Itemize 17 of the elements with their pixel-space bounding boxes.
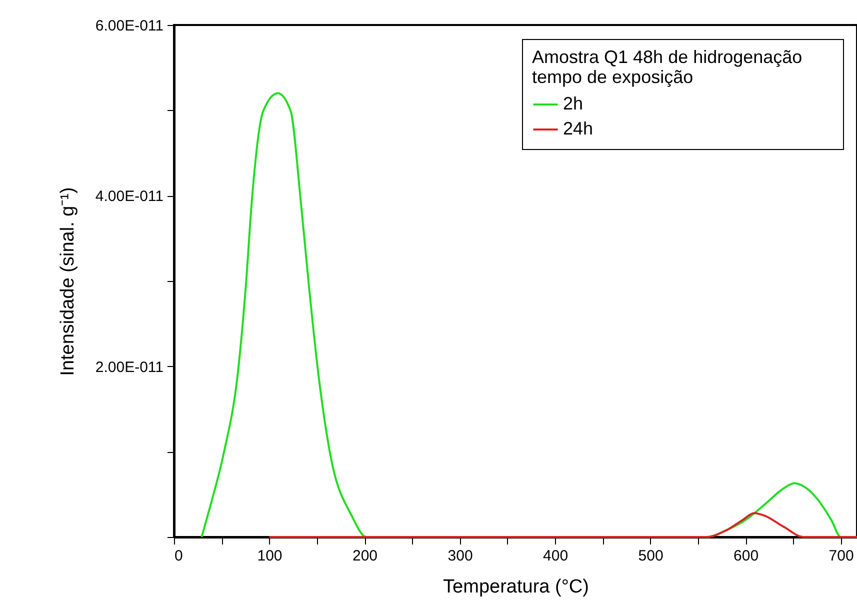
y-tick-label: 2.00E-011 [95,358,164,376]
x-tick-label: 100 [257,548,282,564]
legend-label: 24h [563,118,594,138]
y-axis-title: Intensidade (sinal. g⁻¹) [57,187,78,376]
legend-label: 2h [563,94,584,114]
y-tick-label: 6.00E-011 [95,18,164,34]
x-tick-label: 600 [734,548,759,564]
x-tick-label: 500 [638,548,664,564]
x-tick-label: 0 [174,548,183,564]
x-tick-label: 200 [352,548,378,564]
x-tick-label: 700 [828,548,854,564]
legend-title: Amostra Q1 48h de hidrogenação tempo de exposição [532,47,802,87]
line-series [268,512,857,538]
y-tick-label: 4.00E-011 [95,188,164,206]
x-tick-label: 400 [543,548,568,564]
x-tick-label: 300 [448,548,473,564]
x-axis-title: Temperatura (°C) [443,576,589,598]
